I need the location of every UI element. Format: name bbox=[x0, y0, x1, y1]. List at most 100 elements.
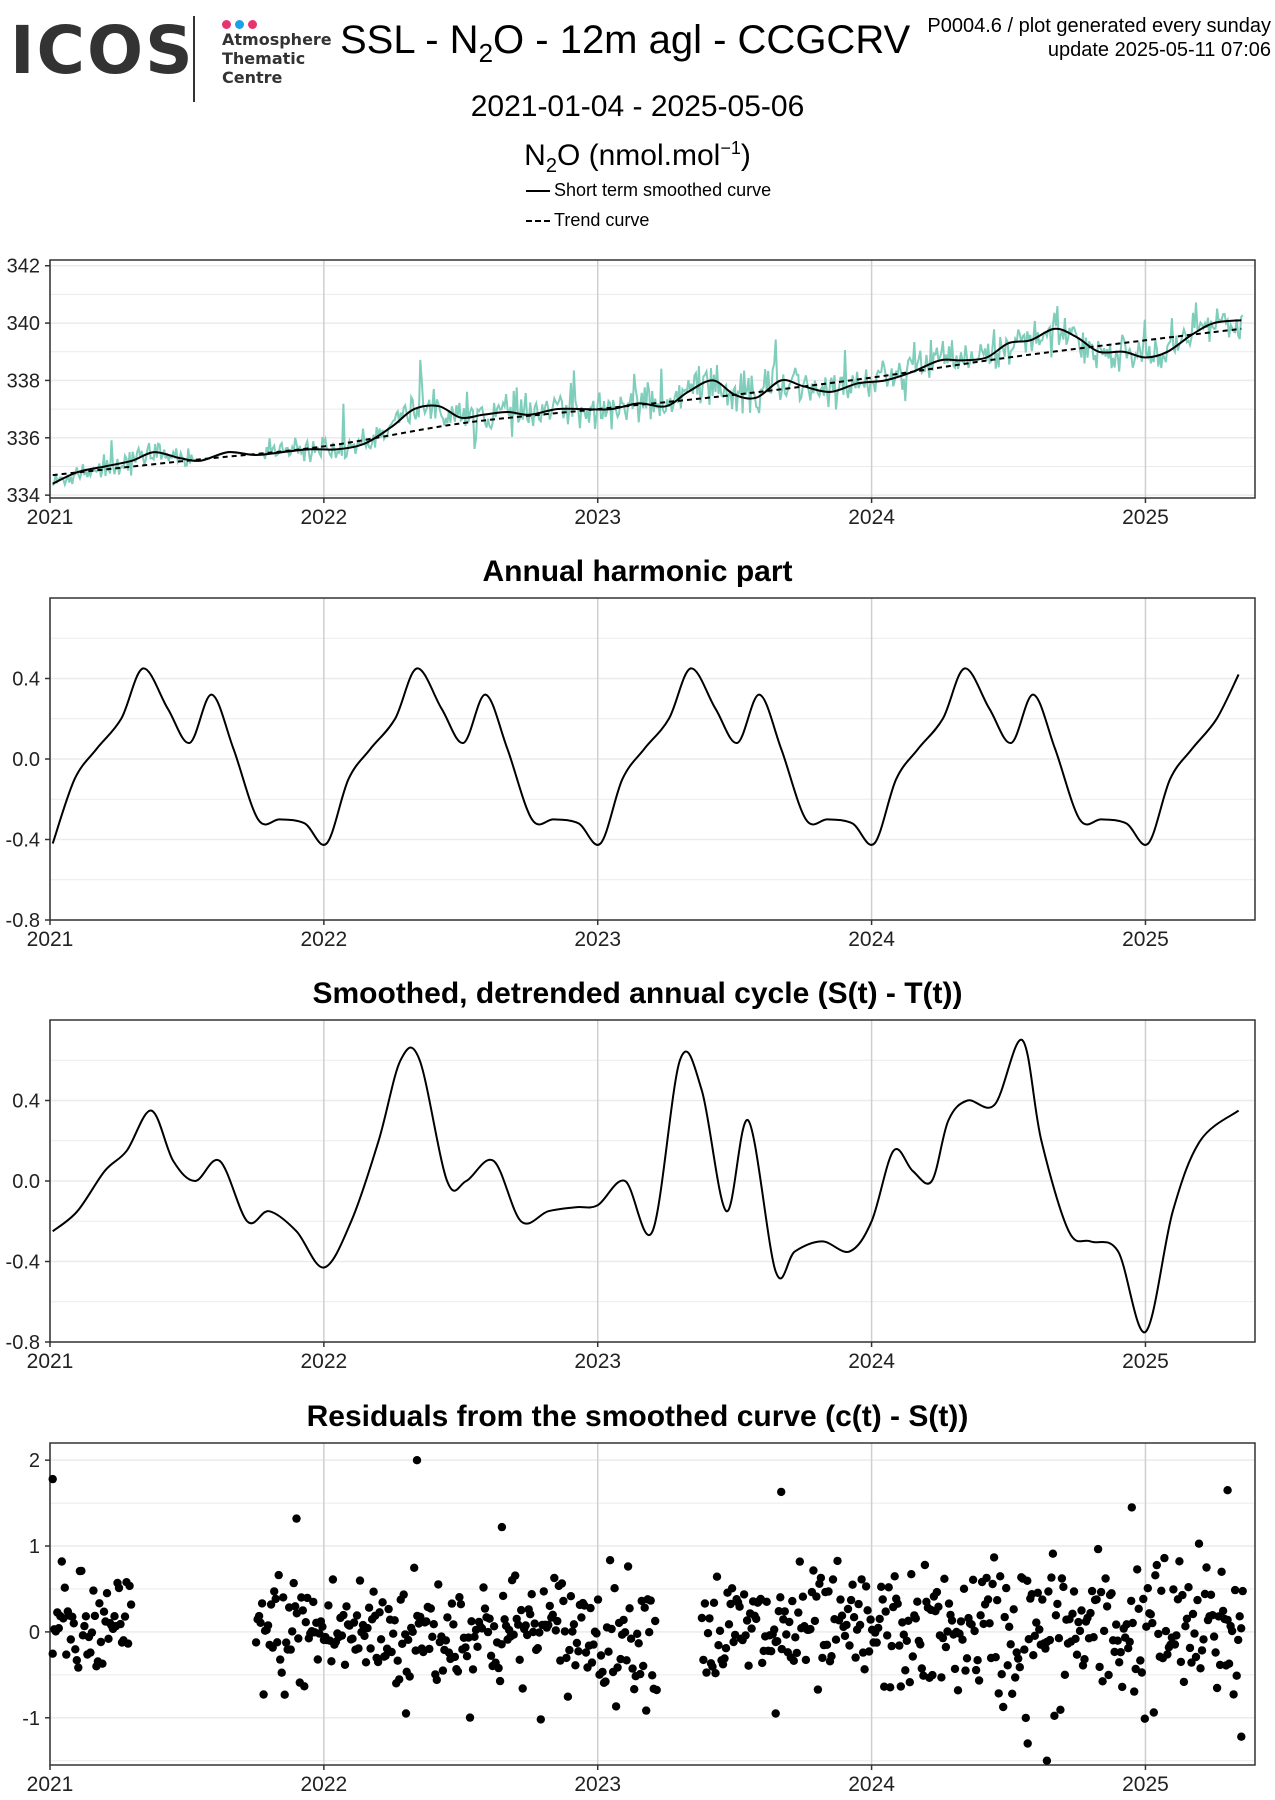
residual-point bbox=[515, 1655, 524, 1664]
residual-point bbox=[511, 1571, 520, 1580]
residual-point bbox=[907, 1570, 916, 1579]
residual-point bbox=[1160, 1553, 1169, 1563]
residual-point bbox=[1234, 1635, 1243, 1645]
residual-point bbox=[776, 1593, 785, 1602]
residual-point bbox=[1193, 1595, 1202, 1605]
residual-point bbox=[48, 1474, 57, 1484]
residual-point bbox=[893, 1599, 902, 1608]
residual-point bbox=[1053, 1599, 1062, 1609]
residual-point bbox=[1089, 1633, 1098, 1642]
residual-point bbox=[809, 1566, 818, 1575]
residual-point bbox=[630, 1685, 639, 1694]
residual-point bbox=[467, 1617, 476, 1626]
residual-point bbox=[1157, 1586, 1166, 1595]
residual-point bbox=[509, 1630, 518, 1639]
residual-point bbox=[461, 1643, 470, 1652]
residual-point bbox=[1047, 1573, 1056, 1582]
residual-point bbox=[71, 1645, 80, 1654]
y-tick-label: 0 bbox=[29, 1622, 40, 1644]
residual-point bbox=[395, 1675, 404, 1684]
residual-point bbox=[866, 1615, 875, 1624]
x-tick-label: 2022 bbox=[301, 1350, 348, 1373]
residual-point bbox=[1139, 1594, 1148, 1604]
residual-point bbox=[116, 1619, 125, 1629]
plot-frame bbox=[49, 259, 1256, 499]
residual-point bbox=[860, 1665, 869, 1674]
residual-point bbox=[557, 1579, 567, 1588]
meta-product: P0004.6 / plot generated every sunday bbox=[927, 15, 1271, 37]
residual-point bbox=[619, 1615, 628, 1625]
residual-point bbox=[1176, 1657, 1186, 1667]
residual-point bbox=[598, 1667, 607, 1677]
residual-point bbox=[816, 1573, 826, 1583]
residual-point bbox=[1229, 1690, 1238, 1699]
residual-point bbox=[434, 1580, 443, 1589]
residual-point bbox=[1230, 1585, 1240, 1595]
residual-point bbox=[257, 1599, 267, 1608]
residual-point bbox=[266, 1600, 276, 1609]
residual-point bbox=[1029, 1651, 1038, 1660]
residual-point bbox=[479, 1583, 488, 1592]
residual-point bbox=[529, 1627, 538, 1637]
meta-update: update 2025-05-11 07:06 bbox=[1047, 39, 1271, 61]
x-tick-label: 2024 bbox=[848, 1350, 895, 1373]
residual-point bbox=[1008, 1689, 1017, 1698]
residual-point bbox=[1038, 1595, 1047, 1604]
residual-point bbox=[1059, 1582, 1068, 1592]
detrended-chart: -0.8 -0.4 0.0 0.4 2021 2022 2023 2024 2025 bbox=[6, 1019, 1256, 1373]
residual-point bbox=[114, 1583, 124, 1593]
residual-point bbox=[586, 1603, 595, 1613]
residual-point bbox=[792, 1648, 801, 1658]
residual-point bbox=[845, 1641, 854, 1650]
residual-point bbox=[263, 1621, 273, 1630]
residual-point bbox=[327, 1657, 336, 1666]
residual-point bbox=[956, 1617, 966, 1626]
residual-point bbox=[292, 1514, 301, 1523]
residual-point bbox=[104, 1634, 113, 1643]
residual-point bbox=[495, 1676, 505, 1686]
residual-point bbox=[279, 1593, 288, 1602]
residual-point bbox=[294, 1634, 303, 1643]
residual-point bbox=[863, 1606, 872, 1615]
residual-point bbox=[994, 1689, 1003, 1698]
main-n2o-chart: 334 336 338 340 342 2021 2022 2023 2024 2025 bbox=[7, 256, 1256, 529]
residual-point bbox=[1130, 1687, 1139, 1696]
residual-point bbox=[1190, 1629, 1199, 1638]
residual-point bbox=[352, 1611, 362, 1620]
residual-points bbox=[48, 1456, 1247, 1765]
residual-point bbox=[465, 1713, 475, 1722]
residual-point bbox=[875, 1614, 884, 1624]
residual-point bbox=[708, 1662, 717, 1671]
residual-point bbox=[462, 1652, 472, 1661]
residual-point bbox=[589, 1640, 598, 1649]
harmonic-chart: -0.8 -0.4 0.0 0.4 2021 2022 2023 2024 2025 bbox=[6, 597, 1256, 951]
residual-point bbox=[985, 1619, 994, 1628]
residual-point bbox=[364, 1603, 374, 1612]
residual-point bbox=[348, 1634, 357, 1643]
residual-point bbox=[360, 1631, 369, 1641]
residual-point bbox=[1185, 1643, 1195, 1653]
residual-point bbox=[1092, 1595, 1101, 1604]
ylabel-pre: N bbox=[524, 139, 546, 172]
residual-point bbox=[470, 1632, 479, 1641]
y-tick-label: 338 bbox=[7, 370, 40, 392]
residual-point bbox=[622, 1656, 631, 1665]
residual-point bbox=[1069, 1587, 1079, 1596]
residual-point bbox=[574, 1647, 583, 1656]
residual-point bbox=[81, 1612, 91, 1621]
residual-point bbox=[483, 1627, 493, 1637]
residual-point bbox=[378, 1598, 387, 1607]
residual-point bbox=[1075, 1626, 1085, 1636]
y-tick-label: -1 bbox=[22, 1708, 40, 1730]
residual-point bbox=[289, 1578, 298, 1588]
residual-point bbox=[920, 1560, 930, 1570]
residual-point bbox=[497, 1522, 507, 1532]
residual-point bbox=[970, 1626, 979, 1636]
residual-point bbox=[551, 1626, 560, 1635]
residual-point bbox=[57, 1557, 66, 1566]
residual-point bbox=[1023, 1739, 1032, 1748]
residual-point bbox=[1127, 1596, 1136, 1606]
residual-point bbox=[518, 1684, 527, 1693]
residual-point bbox=[715, 1626, 725, 1635]
residual-point bbox=[878, 1595, 887, 1604]
